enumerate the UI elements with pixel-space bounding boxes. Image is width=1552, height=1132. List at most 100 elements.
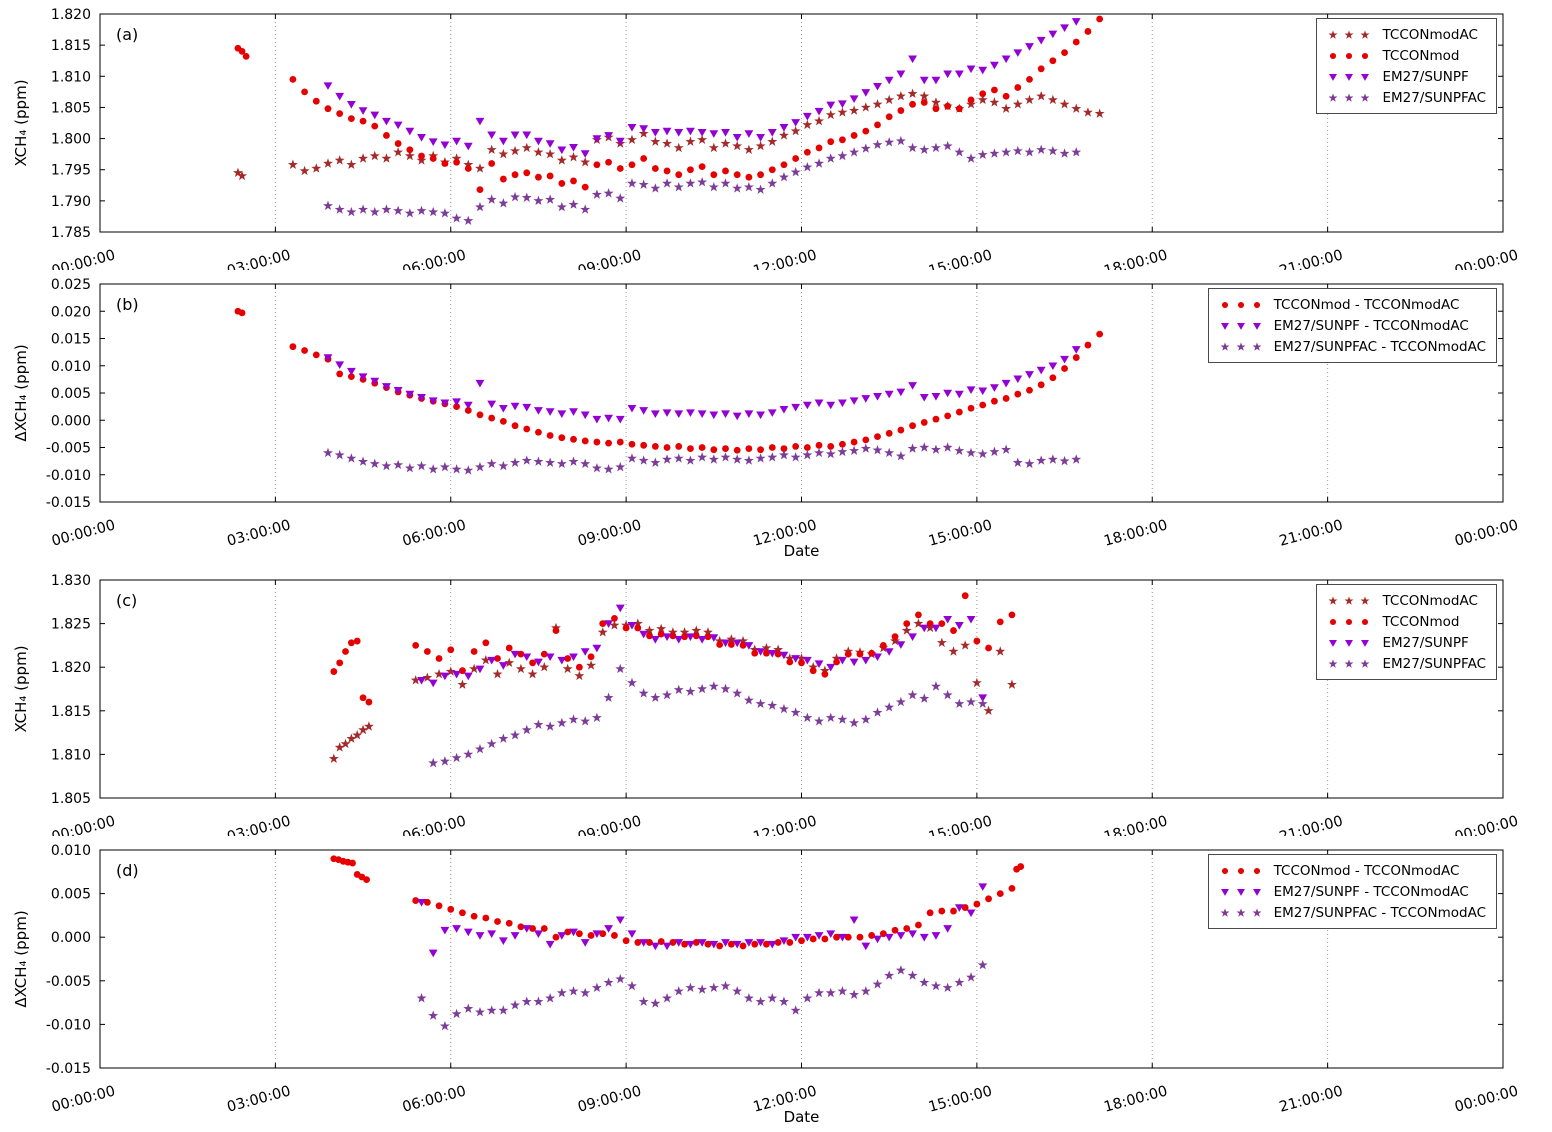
y-tick-label: 1.790	[51, 194, 91, 210]
legend-entry-em27-sunpfac-tcconmodac: EM27/SUNPFAC - TCCONmodAC	[1217, 902, 1486, 923]
series-tcconmod-tcconmodac	[330, 855, 1025, 950]
circle-marker-icon	[1330, 52, 1369, 59]
x-tick-label: 15:00:00	[927, 247, 994, 270]
plot-series	[330, 855, 1025, 1031]
y-tick-label: 1.800	[51, 132, 91, 148]
panel-c: 00:00:00 03:00:00 06:00:00 09:00:00 12:00:00…	[0, 566, 1552, 846]
x-tick-label: 00:00:00	[1453, 247, 1520, 270]
legend-label: EM27/SUNPFAC	[1382, 89, 1486, 106]
legend-label: TCCONmodAC	[1382, 592, 1478, 609]
plot-series	[234, 307, 1104, 475]
y-tick-label: 0.005	[51, 386, 91, 402]
x-tick-label: 18:00:00	[1102, 1083, 1169, 1115]
series-em27-sunpfac-tcconmodac	[323, 442, 1082, 475]
x-tick-labels: 00:00:00 03:00:00 06:00:00 09:00:00 12:00:00…	[50, 247, 1520, 279]
x-tick-label: 06:00:00	[401, 247, 468, 270]
y-tick-labels: -0.015 -0.010 -0.005 0.000 0.005 0.010	[46, 843, 91, 1077]
y-tick-label: 1.815	[51, 704, 91, 720]
x-tick-label: 06:00:00	[401, 813, 468, 836]
legend-label: EM27/SUNPF	[1382, 634, 1469, 651]
y-tick-labels: 1.785 1.790 1.795 1.800 1.805 1.810 1.815 1.820	[51, 7, 91, 241]
star-marker-icon	[1220, 341, 1262, 351]
y-tick-label: -0.005	[46, 441, 91, 457]
x-tick-label: 00:00:00	[50, 1083, 117, 1115]
x-tick-label: 03:00:00	[225, 247, 292, 270]
legend-label: EM27/SUNPFAC - TCCONmodAC	[1273, 338, 1486, 355]
star-marker-icon	[1329, 29, 1370, 39]
y-tick-label: -0.015	[46, 1061, 91, 1077]
legend-label: EM27/SUNPFAC	[1382, 655, 1486, 672]
x-tick-label: 21:00:00	[1278, 517, 1345, 549]
legend-entry-em27-sunpfac-tcconmodac: EM27/SUNPFAC - TCCONmodAC	[1217, 336, 1486, 357]
legend-label: EM27/SUNPF - TCCONmodAC	[1273, 883, 1469, 900]
x-tick-label: 03:00:00	[225, 813, 292, 836]
x-tick-label: 03:00:00	[225, 517, 292, 549]
legend-label: EM27/SUNPF	[1382, 68, 1469, 85]
x-tick-label: 00:00:00	[50, 517, 117, 549]
x-tick-label: 12:00:00	[751, 813, 818, 836]
x-tick-label: 00:00:00	[50, 247, 117, 270]
tick-marks	[99, 579, 1504, 799]
star-marker-icon	[1329, 595, 1370, 605]
x-tick-label: 21:00:00	[1278, 247, 1345, 270]
y-tick-label: 0.005	[51, 887, 91, 903]
y-tick-label: 1.805	[51, 791, 91, 807]
panel-d: 00:00:00 03:00:00 06:00:00 09:00:00 12:00:00…	[0, 836, 1552, 1132]
x-axis-label: Date	[784, 1108, 820, 1126]
y-axis-label: XCH₄ (ppm)	[12, 645, 30, 732]
legend-entry-tcconmodac: TCCONmodAC	[1325, 590, 1486, 611]
series-em27-sunpf	[323, 18, 1081, 158]
star-marker-icon	[1329, 92, 1370, 102]
legend-label: TCCONmod - TCCONmodAC	[1273, 296, 1460, 313]
series-tcconmod	[234, 15, 1104, 194]
y-tick-label: 1.820	[51, 660, 91, 676]
legend-label: EM27/SUNPF - TCCONmodAC	[1273, 317, 1469, 334]
y-tick-label: 0.025	[51, 277, 91, 293]
x-tick-label: 21:00:00	[1278, 813, 1345, 836]
series-tcconmodac	[328, 618, 1017, 763]
x-tick-label: 15:00:00	[927, 517, 994, 549]
y-tick-label: 0.015	[51, 332, 91, 348]
circle-marker-icon	[1221, 301, 1260, 308]
tick-marks	[99, 13, 1504, 233]
y-tick-label: 0.020	[51, 304, 91, 320]
y-tick-label: 1.810	[51, 69, 91, 85]
triangle-down-marker-icon	[1329, 73, 1370, 81]
x-tick-label: 21:00:00	[1278, 1083, 1345, 1115]
series-em27-sunpfac	[428, 663, 988, 768]
panel-c-canvas: 00:00:00 03:00:00 06:00:00 09:00:00 12:00:00…	[12, 573, 1520, 846]
legend-label: TCCONmodAC	[1382, 26, 1478, 43]
legend-entry-tcconmod: TCCONmod	[1325, 611, 1486, 632]
plot-series	[233, 15, 1105, 225]
x-tick-label: 09:00:00	[576, 813, 643, 836]
y-tick-labels: -0.015 -0.010 -0.005 0.000 0.005 0.010 0.015 0.…	[46, 277, 91, 511]
y-tick-label: 0.010	[51, 359, 91, 375]
y-tick-label: 1.785	[51, 225, 91, 241]
series-em27-sunpfac	[323, 135, 1082, 225]
x-tick-label: 00:00:00	[1453, 517, 1520, 549]
star-marker-icon	[1220, 907, 1262, 917]
legend-entry-em27-sunpf-tcconmodac: EM27/SUNPF - TCCONmodAC	[1217, 881, 1486, 902]
series-em27-sunpf-tcconmodac	[323, 346, 1081, 424]
legend-entry-em27-sunpf: EM27/SUNPF	[1325, 66, 1486, 87]
panel-a: 00:00:00 03:00:00 06:00:00 09:00:00 12:00:00…	[0, 0, 1552, 280]
y-tick-label: 1.815	[51, 38, 91, 54]
circle-marker-icon	[1330, 618, 1369, 625]
x-tick-label: 06:00:00	[401, 517, 468, 549]
triangle-down-marker-icon	[1220, 888, 1261, 896]
panel-letter: (a)	[116, 25, 138, 44]
legend-entry-tcconmod-tcconmodac: TCCONmod - TCCONmodAC	[1217, 294, 1486, 315]
legend-entry-tcconmodac: TCCONmodAC	[1325, 24, 1486, 45]
legend-entry-em27-sunpfac: EM27/SUNPFAC	[1325, 653, 1486, 674]
x-tick-label: 00:00:00	[50, 813, 117, 836]
legend-label: TCCONmod	[1382, 613, 1460, 630]
y-tick-label: 1.820	[51, 7, 91, 23]
series-em27-sunpf-tcconmodac	[417, 883, 988, 958]
legend-panel-a: TCCONmodAC TCCONmod EM27/SUNPF EM27/SUNPFAC	[1316, 18, 1497, 114]
x-axis-label: Date	[784, 542, 820, 560]
legend-label: TCCONmod - TCCONmodAC	[1273, 862, 1460, 879]
legend-entry-em27-sunpfac: EM27/SUNPFAC	[1325, 87, 1486, 108]
legend-panel-b: TCCONmod - TCCONmodAC EM27/SUNPF - TCCONm…	[1207, 288, 1497, 363]
y-tick-label: -0.010	[46, 1017, 91, 1033]
legend-entry-tcconmod-tcconmodac: TCCONmod - TCCONmodAC	[1217, 860, 1486, 881]
